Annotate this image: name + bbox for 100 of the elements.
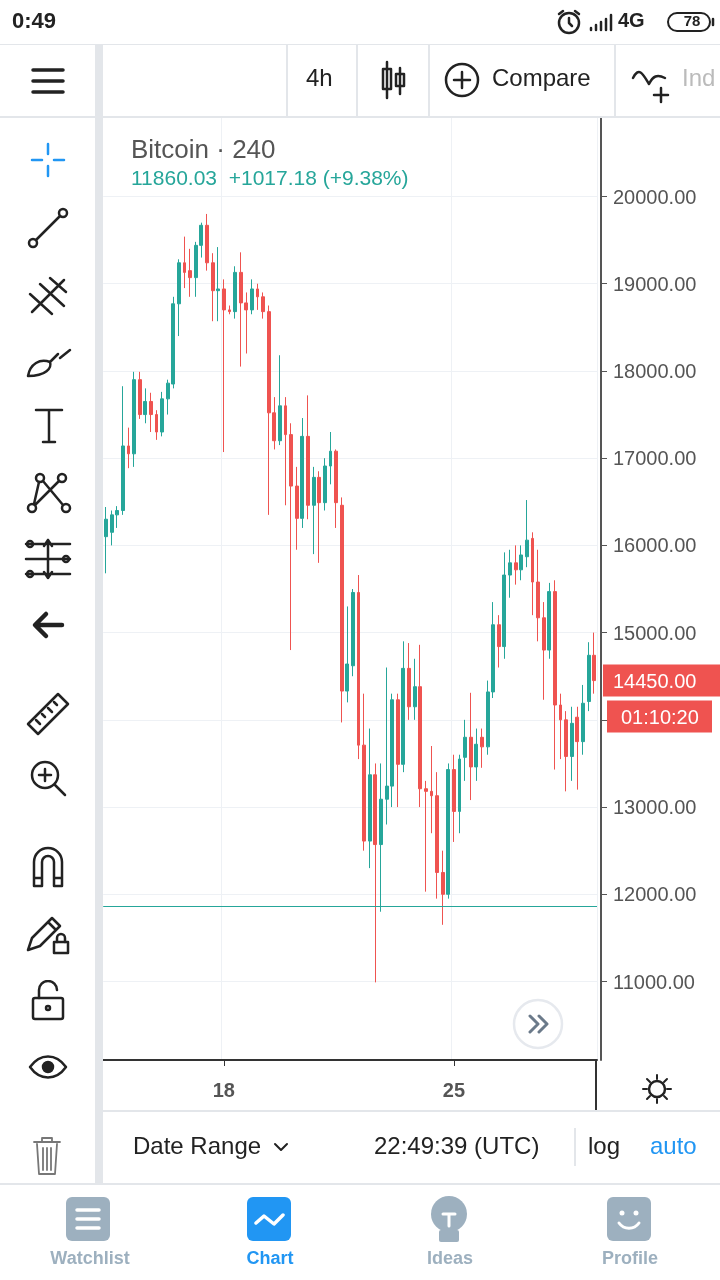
text: 4h [306, 64, 333, 93]
candlestick [340, 496, 344, 723]
text: 11860.03 +1017.18 (+9.38%) [131, 166, 409, 190]
candlestick [261, 291, 265, 320]
candlestick [368, 728, 372, 869]
candlestick [452, 754, 456, 843]
candlestick [312, 466, 316, 555]
candlestick [177, 258, 181, 337]
text: auto [650, 1132, 697, 1161]
x-tick-label: 18 [212, 1079, 235, 1101]
candlestick [553, 579, 557, 771]
y-tick-label: 11000.00 [613, 970, 695, 993]
y-tick-label: 12000.00 [613, 883, 697, 906]
candlestick [441, 850, 445, 926]
candlestick [581, 684, 585, 756]
text: 4G [618, 8, 645, 32]
text: Profile [601, 1248, 659, 1270]
candlestick [519, 544, 523, 581]
candlestick [143, 387, 147, 424]
text: Ideas [426, 1248, 474, 1270]
candlestick [463, 719, 467, 782]
candlestick [497, 614, 501, 668]
candlestick [396, 693, 400, 808]
candlestick [250, 278, 254, 315]
candlestick [587, 641, 591, 712]
candlestick [205, 213, 209, 272]
candlestick [480, 728, 484, 769]
candlestick [502, 551, 506, 660]
candlestick [188, 248, 192, 298]
candlestick [160, 391, 164, 437]
candlestick [531, 531, 534, 616]
candlestick [559, 693, 562, 760]
candlestick [300, 417, 304, 529]
candlestick [564, 710, 568, 792]
x-tick-label: 25 [442, 1079, 466, 1101]
text: Compare [492, 64, 591, 93]
candlestick [508, 549, 512, 599]
candlestick [222, 278, 226, 453]
candlestick [413, 658, 417, 721]
candlestick [278, 354, 282, 446]
candlestick [407, 642, 411, 721]
y-tick-label: 19000.00 [613, 272, 697, 295]
candlestick [233, 265, 237, 320]
text: Bitcoin · 240 [131, 134, 276, 165]
text: 78 [682, 12, 702, 30]
candlestick [295, 466, 299, 551]
candlestick [323, 457, 327, 511]
candlestick [575, 706, 579, 791]
candlestick [514, 544, 518, 586]
text: Date Range [133, 1132, 262, 1161]
text: log [588, 1132, 621, 1161]
candlestick [446, 762, 450, 900]
candlestick [373, 762, 377, 983]
text: 22:49:39 (UTC) [374, 1132, 540, 1161]
candlestick [284, 396, 287, 506]
candlestick [458, 754, 461, 834]
text: 01:10:20 [621, 705, 699, 728]
candlestick [474, 728, 478, 782]
candlestick [183, 236, 186, 289]
candlestick [289, 422, 293, 651]
candlestick [104, 506, 108, 574]
candlestick [256, 283, 259, 311]
candlestick [228, 305, 231, 315]
text: 0:49 [12, 8, 57, 35]
candlestick [357, 574, 360, 760]
candlestick [536, 549, 540, 642]
text: Chart [245, 1248, 295, 1270]
y-tick-label: 13000.00 [613, 796, 697, 819]
candlestick [362, 693, 366, 852]
candlestick [345, 605, 349, 703]
candlestick [334, 448, 338, 529]
candlestick [418, 644, 422, 808]
candlestick [216, 246, 220, 322]
y-tick-label: 18000.00 [613, 359, 697, 382]
candlestick [306, 394, 310, 520]
candlestick [132, 371, 136, 468]
candlestick [424, 780, 428, 893]
y-tick-label: 15000.00 [613, 621, 697, 644]
candlestick [351, 588, 355, 677]
candlestick [155, 409, 158, 441]
candlestick [317, 470, 321, 564]
candlestick [127, 427, 130, 469]
candlestick [401, 640, 405, 773]
candlestick [138, 371, 142, 420]
candlestick [435, 771, 439, 900]
candlestick [592, 632, 596, 695]
candlestick [547, 582, 551, 660]
candlestick [211, 252, 215, 322]
candlestick [542, 601, 546, 701]
y-tick-label: 20000.00 [613, 185, 697, 208]
text: Watchlist [49, 1248, 131, 1270]
text: Ind [682, 64, 716, 93]
candlestick [329, 431, 332, 485]
candlestick [121, 385, 125, 516]
candlestick [149, 392, 153, 433]
candlestick [525, 499, 529, 568]
candlestick [430, 745, 433, 834]
y-tick-label: 16000.00 [613, 534, 697, 557]
candlestick [570, 706, 574, 782]
y-tick-label: 17000.00 [613, 447, 697, 470]
